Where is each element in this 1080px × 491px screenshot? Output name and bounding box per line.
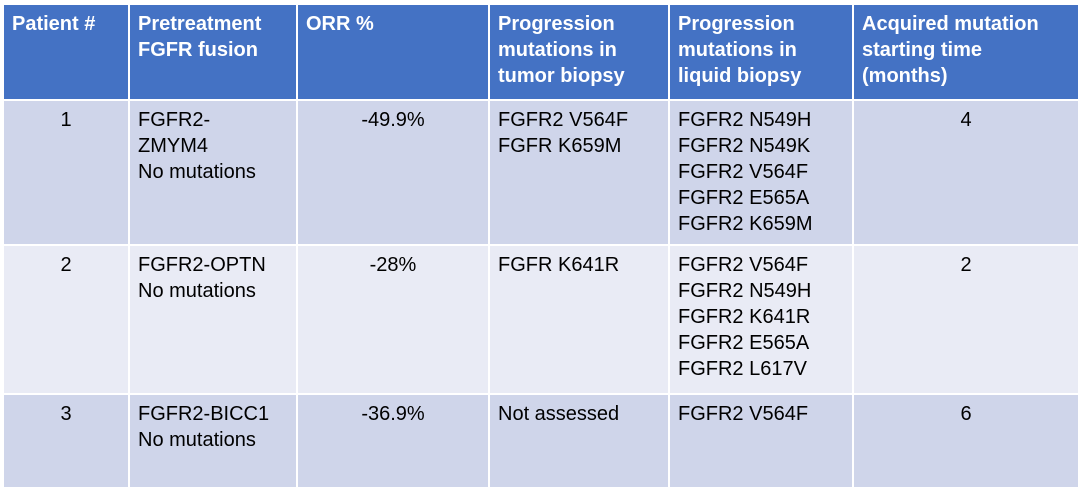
cell-line: No mutations: [138, 161, 256, 183]
cell-orr: -28%: [296, 244, 490, 396]
cell-line: No mutations: [138, 429, 256, 452]
header-line: Patient #: [12, 13, 96, 35]
cell-patient: 1: [2, 98, 130, 247]
header-line: tumor biopsy: [498, 65, 625, 87]
cell-line: FGFR K659M: [498, 135, 622, 157]
cell-liquid: FGFR2 V564F: [668, 393, 854, 489]
cell-patient: 2: [2, 244, 130, 396]
cell-line: FGFR2 N549H: [678, 280, 812, 303]
cell-fusion: FGFR2-BICC1 No mutations: [128, 393, 298, 489]
header-orr: ORR %: [296, 3, 490, 101]
header-line: Progression: [498, 13, 615, 35]
cell-line: FGFR2-BICC1: [138, 403, 270, 426]
cell-line: FGFR2 N549H: [678, 109, 812, 131]
cell-patient: 3: [2, 393, 130, 489]
cell-line: No mutations: [138, 280, 256, 303]
cell-tumor: Not assessed: [488, 393, 670, 489]
header-tumor-mutations: Progression mutations in tumor biopsy: [488, 3, 670, 101]
cell-months: 4: [852, 98, 1080, 247]
header-line: mutations in: [678, 39, 797, 61]
table-row: 3 FGFR2-BICC1 No mutations -36.9% Not as…: [2, 393, 1080, 489]
header-line: (months): [862, 65, 948, 87]
header-line: Progression: [678, 13, 795, 35]
cell-orr: -49.9%: [296, 98, 490, 247]
cell-fusion: FGFR2- ZMYM4 No mutations: [128, 98, 298, 247]
cell-line: FGFR2 V564F: [678, 161, 809, 183]
cell-line: FGFR2 V564F: [498, 109, 629, 131]
cell-orr: -36.9%: [296, 393, 490, 489]
cell-line: FGFR2 V564F: [678, 403, 809, 426]
header-line: starting time: [862, 39, 983, 61]
header-row: Patient # Pretreatment FGFR fusion ORR %…: [2, 3, 1080, 101]
cell-months: 2: [852, 244, 1080, 396]
table-row: 1 FGFR2- ZMYM4 No mutations -49.9% FGFR2…: [2, 98, 1080, 247]
header-line: ORR %: [306, 13, 374, 35]
cell-tumor: FGFR2 V564F FGFR K659M: [488, 98, 670, 247]
cell-line: FGFR2 K659M: [678, 213, 813, 235]
cell-line: FGFR2 K641R: [678, 306, 811, 329]
cell-line: FGFR2-: [138, 109, 211, 131]
cell-fusion: FGFR2-OPTN No mutations: [128, 244, 298, 396]
cell-line: FGFR2 E565A: [678, 332, 810, 355]
header-line: Pretreatment: [138, 13, 262, 35]
header-line: mutations in: [498, 39, 617, 61]
header-fusion: Pretreatment FGFR fusion: [128, 3, 298, 101]
header-line: FGFR fusion: [138, 39, 258, 61]
table-row: 2 FGFR2-OPTN No mutations -28% FGFR K641…: [2, 244, 1080, 396]
cell-line: ZMYM4: [138, 135, 208, 157]
header-starting-time: Acquired mutation starting time (months): [852, 3, 1080, 101]
cell-line: FGFR2 E565A: [678, 187, 810, 209]
header-line: Acquired mutation: [862, 13, 1039, 35]
fgfr-mutation-table: Patient # Pretreatment FGFR fusion ORR %…: [2, 3, 1080, 489]
cell-line: FGFR2 L617V: [678, 358, 807, 381]
header-patient: Patient #: [2, 3, 130, 101]
cell-line: FGFR2-OPTN: [138, 254, 266, 277]
header-liquid-mutations: Progression mutations in liquid biopsy: [668, 3, 854, 101]
cell-line: FGFR2 N549K: [678, 135, 811, 157]
cell-liquid: FGFR2 V564F FGFR2 N549H FGFR2 K641R FGFR…: [668, 244, 854, 396]
header-line: liquid biopsy: [678, 65, 802, 87]
cell-line: FGFR2 V564F: [678, 254, 809, 277]
cell-line: Not assessed: [498, 403, 620, 426]
cell-line: FGFR K641R: [498, 254, 620, 277]
cell-liquid: FGFR2 N549H FGFR2 N549K FGFR2 V564F FGFR…: [668, 98, 854, 247]
cell-months: 6: [852, 393, 1080, 489]
cell-tumor: FGFR K641R: [488, 244, 670, 396]
